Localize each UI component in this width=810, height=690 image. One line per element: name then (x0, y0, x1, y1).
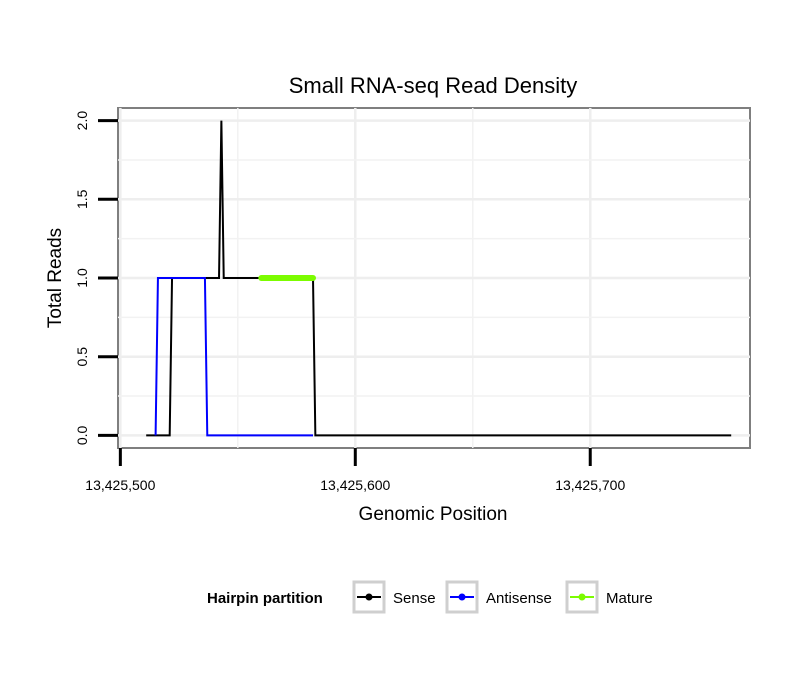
x-tick-label: 13,425,700 (555, 477, 625, 493)
legend-label-sense: Sense (393, 590, 436, 607)
x-tick-label: 13,425,500 (85, 477, 155, 493)
legend-label-antisense: Antisense (486, 590, 552, 607)
y-tick-label: 0.0 (74, 425, 90, 445)
legend-key-box (565, 580, 599, 614)
y-tick-label: 2.0 (74, 111, 90, 131)
legend-key-point (578, 593, 586, 601)
series-line-antisense (154, 277, 314, 437)
legend: Hairpin partition Sense Antisense Mature (207, 580, 653, 614)
chart-title: Small RNA-seq Read Density (289, 73, 578, 98)
x-tick-label: 13,425,600 (320, 477, 390, 493)
x-axis: 13,425,500 13,425,600 13,425,700 (85, 448, 625, 493)
legend-label-mature: Mature (606, 590, 653, 607)
legend-title: Hairpin partition (207, 590, 323, 607)
series-line-sense (146, 120, 732, 437)
legend-key-point (365, 593, 373, 601)
y-tick-label: 1.5 (74, 189, 90, 209)
y-axis: 0.0 0.5 1.0 1.5 2.0 (74, 111, 118, 445)
y-tick-label: 1.0 (74, 268, 90, 288)
y-axis-title: Total Reads (45, 228, 66, 328)
y-tick-label: 0.5 (74, 347, 90, 367)
data-series (146, 120, 732, 437)
legend-key-point (458, 593, 466, 601)
x-axis-title: Genomic Position (359, 504, 508, 525)
